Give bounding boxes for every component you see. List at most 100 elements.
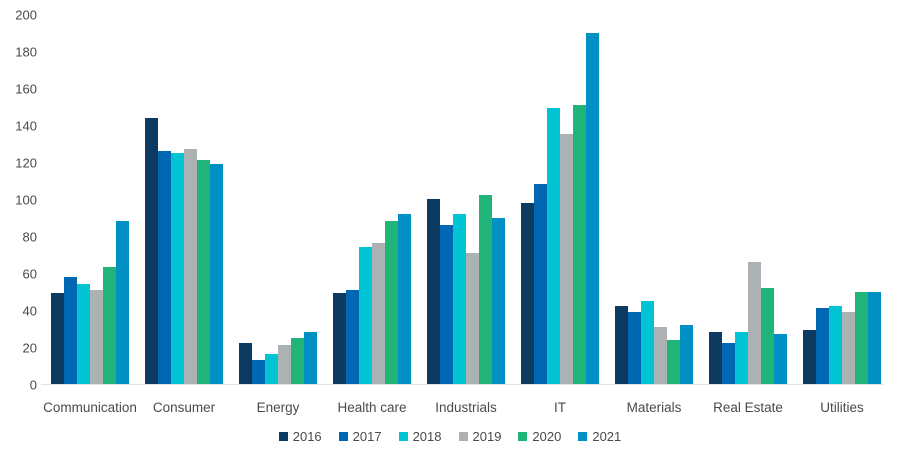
- bar: [440, 224, 453, 384]
- bar: [868, 291, 881, 384]
- bar: [239, 343, 252, 384]
- y-tick-label: 60: [22, 266, 37, 282]
- bar-group: [709, 261, 787, 384]
- bar: [184, 149, 197, 384]
- bar: [116, 221, 129, 384]
- bar: [641, 300, 654, 384]
- bar: [534, 184, 547, 384]
- x-axis-label: Materials: [626, 400, 682, 415]
- bar: [842, 311, 855, 384]
- bar: [748, 261, 761, 384]
- bar: [145, 117, 158, 384]
- bar: [453, 213, 466, 384]
- bar: [722, 343, 735, 384]
- bar: [761, 287, 774, 384]
- bar-group: [521, 32, 599, 384]
- legend-item: 2021: [578, 429, 621, 444]
- bar: [372, 243, 385, 384]
- bar-group: [427, 195, 505, 384]
- y-tick-label: 140: [15, 118, 37, 134]
- bar: [829, 306, 842, 384]
- legend-item: 2019: [458, 429, 502, 444]
- bar: [158, 150, 171, 384]
- y-tick-label: 80: [22, 229, 37, 245]
- bar: [654, 326, 667, 384]
- bar: [816, 308, 829, 384]
- bar: [278, 345, 291, 384]
- x-axis-line: [41, 384, 884, 385]
- bar: [667, 339, 680, 384]
- bar: [359, 247, 372, 384]
- legend-item: 2016: [278, 429, 322, 444]
- legend-label: 2020: [532, 429, 562, 444]
- bar: [803, 330, 816, 384]
- legend-swatch: [338, 432, 348, 441]
- bar: [492, 217, 505, 384]
- x-axis-label: Consumer: [152, 400, 216, 415]
- bar: [77, 284, 90, 384]
- x-axis-label: Communication: [43, 400, 137, 415]
- bar: [680, 324, 693, 384]
- bar-group: [615, 300, 693, 384]
- bar: [385, 221, 398, 384]
- x-axis-label: Industrials: [435, 400, 497, 415]
- bar-group: [145, 117, 223, 384]
- y-tick-label: 160: [15, 81, 37, 97]
- x-axis-label: Energy: [256, 400, 300, 415]
- bar: [51, 293, 64, 384]
- bar: [735, 332, 748, 384]
- bar: [103, 267, 116, 384]
- y-tick-label: 0: [29, 377, 37, 393]
- bar-group: [333, 213, 411, 384]
- legend-swatch: [518, 432, 528, 441]
- bar: [586, 32, 599, 384]
- bar: [291, 337, 304, 384]
- legend-label: 2021: [592, 429, 622, 444]
- bar: [615, 306, 628, 384]
- x-axis-label: Real Estate: [713, 400, 783, 415]
- legend-swatch: [578, 432, 588, 441]
- legend-label: 2017: [352, 429, 382, 444]
- y-tick-label: 100: [15, 192, 37, 208]
- bar-group: [803, 291, 881, 384]
- y-tick-label: 40: [22, 303, 37, 319]
- y-tick-label: 120: [15, 155, 37, 171]
- bar: [427, 199, 440, 384]
- legend-item: 2020: [518, 429, 561, 444]
- bar: [64, 276, 77, 384]
- legend-label: 2019: [472, 429, 502, 444]
- bar: [479, 195, 492, 384]
- bar: [252, 359, 265, 384]
- bar: [573, 104, 586, 384]
- bar: [90, 289, 103, 384]
- y-tick-label: 200: [15, 7, 37, 23]
- legend-label: 2016: [292, 429, 322, 444]
- x-axis-label: IT: [554, 400, 566, 415]
- bar: [210, 163, 223, 384]
- bar: [197, 160, 210, 384]
- bar: [398, 213, 411, 384]
- legend-swatch: [398, 432, 408, 441]
- legend: 2016 2017 2018 2019 2020 2021: [0, 429, 900, 444]
- bar: [521, 202, 534, 384]
- x-axis-label: Health care: [337, 400, 407, 415]
- bar: [466, 252, 479, 384]
- bar-group: [51, 221, 129, 384]
- bar: [628, 311, 641, 384]
- legend-item: 2018: [398, 429, 442, 444]
- bar: [855, 291, 868, 384]
- bar-group: [239, 332, 317, 384]
- bar: [171, 152, 184, 384]
- bar: [560, 134, 573, 384]
- bar: [774, 334, 787, 384]
- y-tick-label: 180: [15, 44, 37, 60]
- bar: [709, 332, 722, 384]
- bar: [265, 354, 278, 384]
- bar: [304, 332, 317, 384]
- legend-item: 2017: [338, 429, 382, 444]
- legend-swatch: [278, 432, 288, 441]
- legend-label: 2018: [412, 429, 442, 444]
- plot-area: [41, 15, 884, 385]
- bar: [547, 108, 560, 384]
